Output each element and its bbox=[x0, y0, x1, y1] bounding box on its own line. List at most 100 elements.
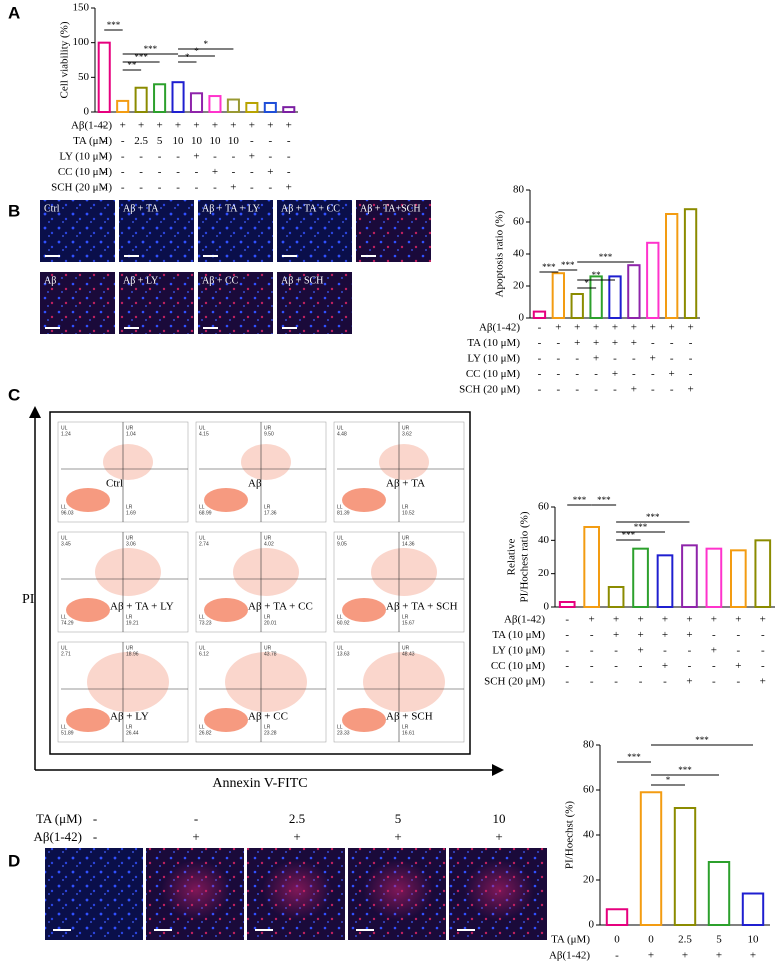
condition-value: + bbox=[637, 614, 643, 626]
row-label: Aβ(1-42) bbox=[34, 829, 83, 844]
condition-value: - bbox=[121, 151, 125, 163]
quadrant-value: 20.01 bbox=[264, 620, 277, 626]
sig-label: *** bbox=[622, 530, 636, 540]
condition-value: 0 bbox=[614, 934, 620, 946]
condition-value: - bbox=[614, 645, 618, 657]
cell-cloud bbox=[66, 598, 110, 622]
condition-value: + bbox=[711, 614, 717, 626]
bar bbox=[134, 86, 148, 113]
quadrant-name: LR bbox=[264, 614, 271, 620]
y-tick-label: 40 bbox=[513, 248, 525, 260]
quadrant-name: LL bbox=[337, 724, 343, 730]
bar bbox=[707, 861, 731, 926]
quadrant-value: 14.36 bbox=[402, 541, 415, 547]
quadrant-value: 4.15 bbox=[199, 431, 209, 437]
condition-value: - bbox=[195, 166, 199, 178]
condition-value: + bbox=[637, 645, 643, 657]
cell-cloud bbox=[342, 708, 386, 732]
condition-value: - bbox=[287, 151, 291, 163]
quadrant-name: UL bbox=[61, 645, 68, 651]
condition-value: + bbox=[574, 337, 580, 349]
condition-value: - bbox=[158, 166, 162, 178]
condition-value: + bbox=[735, 660, 741, 672]
quadrant-name: LL bbox=[61, 614, 67, 620]
condition-value: - bbox=[176, 182, 180, 194]
condition-value: + bbox=[156, 120, 162, 132]
y-tick-label: 80 bbox=[513, 184, 525, 196]
condition-value: 5 bbox=[157, 135, 163, 147]
image-label: Aβ + TA+SCH bbox=[360, 203, 421, 214]
bar bbox=[97, 41, 111, 114]
quadrant-value: 2.74 bbox=[199, 541, 209, 547]
condition-value: - bbox=[565, 645, 569, 657]
row-value: 2.5 bbox=[289, 811, 305, 826]
condition-value: 5 bbox=[716, 934, 722, 946]
y-tick-label: 100 bbox=[73, 36, 90, 48]
condition-value: - bbox=[102, 182, 106, 194]
image-label: Ctrl bbox=[44, 203, 60, 214]
quadrant-value: 17.36 bbox=[264, 510, 277, 516]
y-tick-label: 0 bbox=[84, 106, 90, 118]
row-value: - bbox=[93, 829, 97, 844]
sig-label: * bbox=[203, 39, 208, 49]
quadrant-value: 13.63 bbox=[337, 651, 350, 657]
condition-value: - bbox=[761, 645, 765, 657]
quadrant-name: LL bbox=[199, 504, 205, 510]
quadrant-value: 23.28 bbox=[264, 730, 277, 736]
condition-value: - bbox=[590, 629, 594, 641]
quadrant-value: 9.50 bbox=[264, 431, 274, 437]
cell-cloud bbox=[379, 444, 429, 480]
sig-label: *** bbox=[634, 522, 648, 532]
bar bbox=[208, 95, 222, 114]
quadrant-name: LR bbox=[126, 614, 133, 620]
row-value: + bbox=[192, 829, 199, 844]
condition-value: + bbox=[686, 614, 692, 626]
cell-cloud bbox=[233, 548, 299, 596]
plot-label: Aβ + CC bbox=[248, 711, 288, 723]
sig-label: *** bbox=[542, 262, 556, 272]
y-tick-label: 60 bbox=[513, 216, 525, 228]
condition-value: - bbox=[663, 645, 667, 657]
condition-label: Aβ(1-42) bbox=[549, 950, 590, 962]
condition-label: LY (10 μM) bbox=[492, 645, 545, 657]
condition-value: - bbox=[121, 182, 125, 194]
quadrant-name: UR bbox=[402, 535, 410, 541]
quadrant-value: 74.29 bbox=[61, 620, 74, 626]
condition-value: - bbox=[736, 645, 740, 657]
micrograph bbox=[198, 200, 273, 262]
quadrant-name: UR bbox=[126, 535, 134, 541]
condition-value: + bbox=[593, 322, 599, 334]
cell-cloud bbox=[241, 444, 291, 480]
panel-label: B bbox=[8, 201, 20, 220]
condition-value: - bbox=[556, 384, 560, 396]
micrograph bbox=[119, 272, 194, 334]
condition-label: TA (10 μM) bbox=[492, 629, 545, 641]
condition-value: + bbox=[662, 660, 668, 672]
condition-value: + bbox=[175, 120, 181, 132]
condition-value: + bbox=[593, 337, 599, 349]
condition-value: - bbox=[613, 353, 617, 365]
image-label: Aβ bbox=[44, 275, 56, 286]
condition-label: TA (μM) bbox=[73, 135, 112, 147]
quadrant-name: UL bbox=[199, 645, 206, 651]
bar bbox=[589, 275, 603, 319]
y-tick-label: 50 bbox=[78, 71, 90, 83]
condition-value: - bbox=[761, 660, 765, 672]
bar bbox=[673, 807, 697, 926]
y-tick-label: 20 bbox=[513, 280, 525, 292]
quadrant-name: UR bbox=[402, 425, 410, 431]
micrograph bbox=[356, 200, 431, 262]
micrograph bbox=[277, 272, 352, 334]
cell-cloud bbox=[225, 652, 307, 712]
condition-value: - bbox=[565, 660, 569, 672]
quadrant-name: LR bbox=[264, 724, 271, 730]
cell-cloud bbox=[204, 488, 248, 512]
condition-value: + bbox=[612, 322, 618, 334]
condition-value: 0 bbox=[648, 934, 654, 946]
sig-label: *** bbox=[695, 735, 709, 745]
condition-value: - bbox=[689, 337, 693, 349]
image-label: Aβ + SCH bbox=[281, 275, 323, 286]
quadrant-name: LL bbox=[61, 504, 67, 510]
row-value: - bbox=[93, 811, 97, 826]
